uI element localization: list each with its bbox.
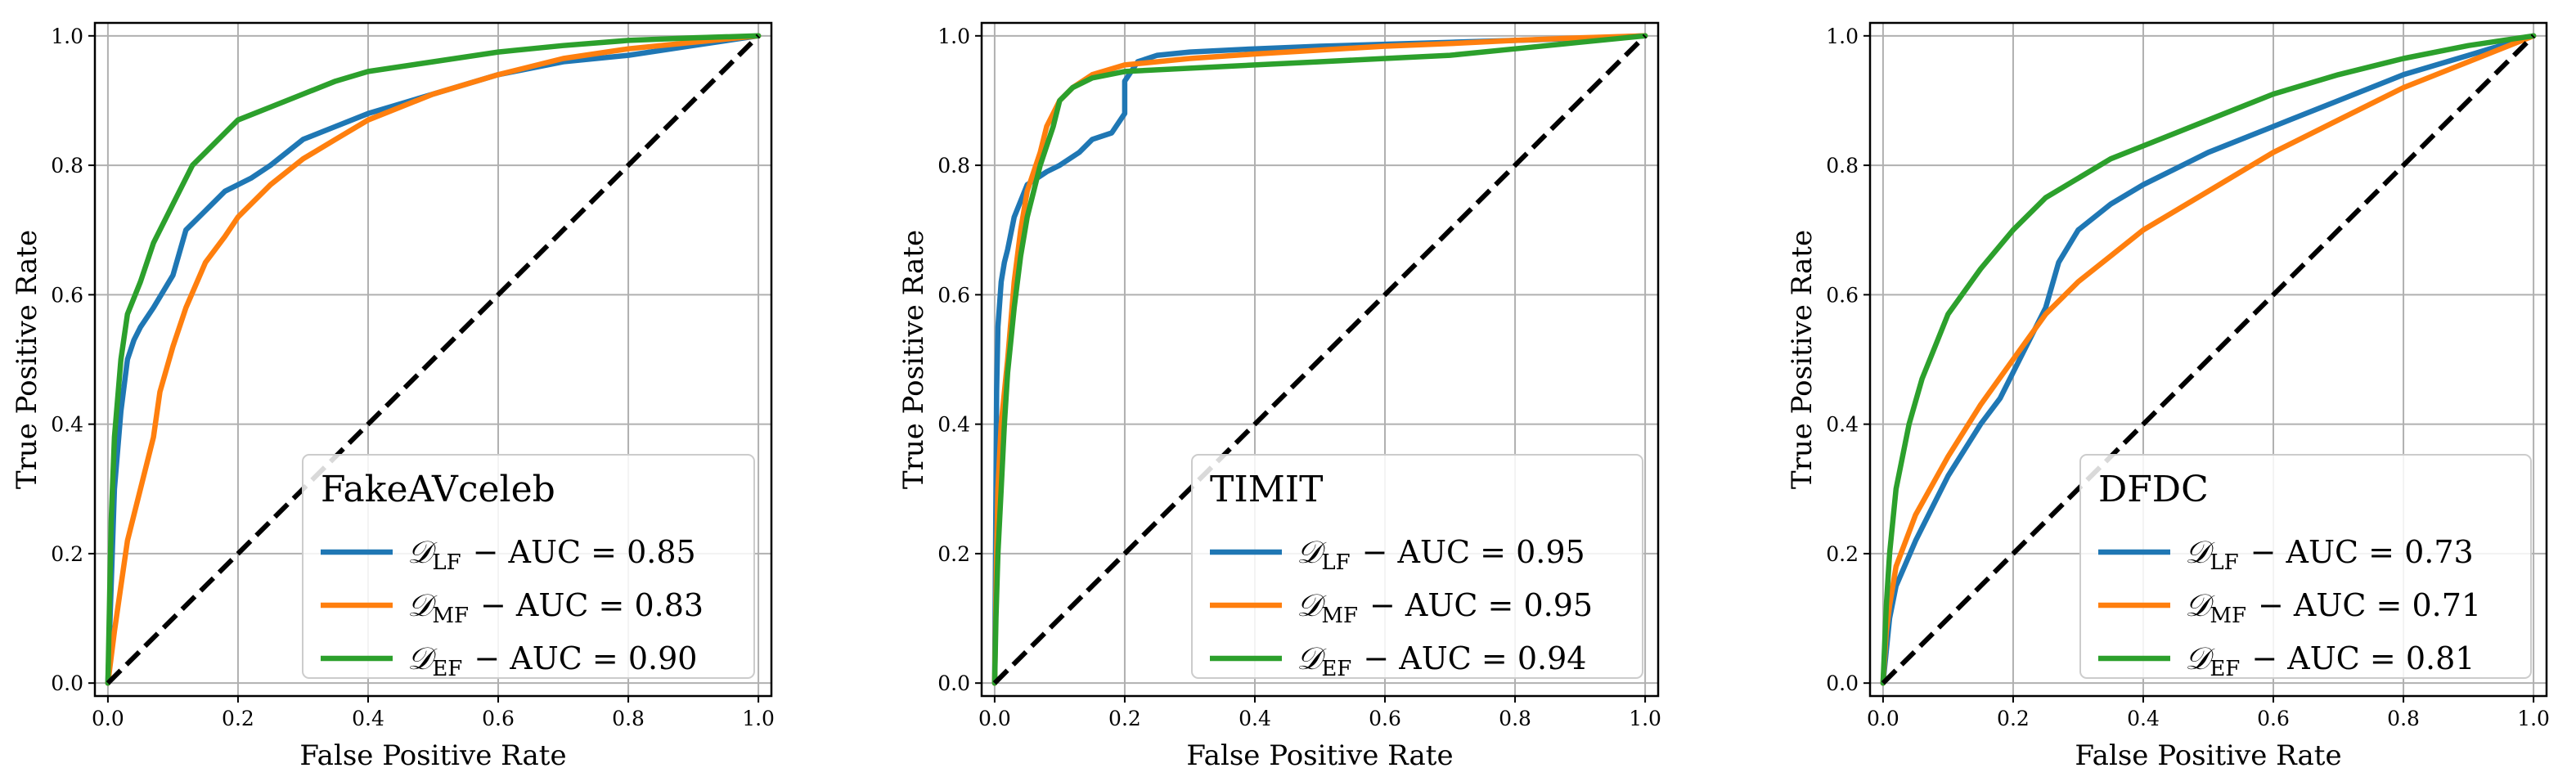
x-tick-label: 0.8 [612, 707, 645, 730]
legend-auc: − AUC = 0.94 [1363, 640, 1586, 676]
legend-entry-d-mf: 𝒟MF − AUC = 0.95 [1297, 587, 1593, 628]
legend-entry-d-lf: 𝒟LF − AUC = 0.85 [407, 534, 696, 575]
legend-auc: − AUC = 0.73 [2250, 534, 2474, 570]
y-tick-label: 0.4 [1826, 413, 1859, 437]
x-tick-label: 0.0 [978, 707, 1011, 730]
y-axis-label: True Positive Rate [1786, 230, 1818, 489]
chance-line [1881, 34, 2536, 685]
legend-auc: − AUC = 0.85 [473, 534, 696, 570]
plot-frame [93, 21, 773, 698]
x-tick-label: 0.2 [1997, 707, 2030, 730]
legend-entry-d-lf: 𝒟LF − AUC = 0.73 [2185, 534, 2474, 575]
legend-title: FakeAVceleb [321, 469, 555, 510]
x-axis-label: False Positive Rate [299, 739, 566, 772]
legend-title: DFDC [2098, 469, 2209, 510]
y-tick-label: 0.4 [51, 413, 83, 437]
y-tick-label: 0.6 [937, 283, 970, 307]
legend-title: TIMIT [1210, 469, 1324, 510]
x-tick-label: 0.8 [2387, 707, 2420, 730]
legend-subscript: LF [2210, 550, 2238, 575]
legend-entry-d-ef: 𝒟EF − AUC = 0.94 [1297, 640, 1586, 681]
x-tick-label: 1.0 [742, 707, 775, 730]
x-tick-label: 0.2 [1108, 707, 1141, 730]
chance-line [106, 34, 761, 685]
x-tick-label: 0.4 [1239, 707, 1271, 730]
roc-panel-1: 0.0 0.2 0.4 0.6 0.8 1.0 0.0 0.2 0.4 0.6 0.8 1.0 Fals… [897, 21, 1661, 772]
legend-subscript: MF [2210, 604, 2246, 628]
roc-curve-d-ef [1880, 33, 2537, 686]
legend-entry-d-mf: 𝒟MF − AUC = 0.83 [407, 587, 704, 628]
plot-frame [980, 21, 1660, 698]
roc-curve-d-ef [991, 33, 1648, 686]
legend-subscript: EF [1321, 657, 1351, 681]
roc-panel-0: 0.0 0.2 0.4 0.6 0.8 1.0 0.0 0.2 0.4 0.6 0.8 1.0 Fals… [11, 21, 775, 772]
y-axis-label: True Positive Rate [11, 230, 43, 489]
legend-subscript: MF [432, 604, 469, 628]
y-tick-label: 0.2 [937, 542, 970, 566]
x-tick-label: 0.4 [352, 707, 384, 730]
y-tick-label: 0.6 [1826, 283, 1859, 307]
x-tick-label: 1.0 [1629, 707, 1661, 730]
roc-curve-d-mf [1880, 33, 2537, 686]
legend-subscript: MF [1321, 604, 1358, 628]
x-tick-label: 0.4 [2127, 707, 2160, 730]
y-axis-label: True Positive Rate [897, 230, 930, 489]
y-tick-label: 0.8 [51, 154, 83, 177]
y-tick-label: 0.2 [1826, 542, 1859, 566]
legend-box [1191, 454, 1643, 679]
roc-curve-d-mf [105, 33, 762, 686]
y-tick-label: 0.8 [1826, 154, 1859, 177]
legend-subscript: LF [1321, 550, 1350, 575]
legend-box [302, 454, 755, 679]
x-tick-label: 0.6 [1369, 707, 1401, 730]
roc-curve-d-lf [1880, 33, 2537, 686]
y-tick-label: 1.0 [51, 25, 83, 48]
legend-auc: − AUC = 0.95 [1369, 587, 1593, 623]
y-tick-label: 0.0 [937, 671, 970, 695]
legend-auc: − AUC = 0.95 [1362, 534, 1585, 570]
y-tick-label: 0.0 [1826, 671, 1859, 695]
x-tick-label: 0.0 [1867, 707, 1899, 730]
x-tick-label: 0.2 [222, 707, 254, 730]
y-tick-label: 0.0 [51, 671, 83, 695]
x-tick-label: 0.6 [482, 707, 515, 730]
plot-frame [1868, 21, 2548, 698]
x-tick-label: 0.8 [1499, 707, 1531, 730]
y-tick-label: 1.0 [1826, 25, 1859, 48]
legend-entry-d-mf: 𝒟MF − AUC = 0.71 [2185, 587, 2481, 628]
legend-auc: − AUC = 0.81 [2251, 640, 2475, 676]
legend-subscript: EF [2210, 657, 2240, 681]
legend-auc: − AUC = 0.90 [474, 640, 697, 676]
y-tick-label: 1.0 [937, 25, 970, 48]
y-tick-label: 0.2 [51, 542, 83, 566]
roc-panel-2: 0.0 0.2 0.4 0.6 0.8 1.0 0.0 0.2 0.4 0.6 0.8 1.0 Fals… [1786, 21, 2550, 772]
x-tick-label: 1.0 [2517, 707, 2550, 730]
legend-subscript: EF [432, 657, 462, 681]
legend-auc: − AUC = 0.71 [2258, 587, 2481, 623]
x-tick-label: 0.0 [92, 707, 124, 730]
roc-curve-d-ef [105, 33, 762, 686]
y-tick-label: 0.6 [51, 283, 83, 307]
x-tick-label: 0.6 [2257, 707, 2290, 730]
legend-auc: − AUC = 0.83 [480, 587, 704, 623]
y-tick-label: 0.4 [937, 413, 970, 437]
x-axis-label: False Positive Rate [1186, 739, 1453, 772]
legend-entry-d-ef: 𝒟EF − AUC = 0.81 [2185, 640, 2475, 681]
chance-line [992, 34, 1648, 685]
x-axis-label: False Positive Rate [2075, 739, 2341, 772]
legend-box [2079, 454, 2532, 679]
y-tick-label: 0.8 [937, 154, 970, 177]
legend-subscript: LF [432, 550, 461, 575]
